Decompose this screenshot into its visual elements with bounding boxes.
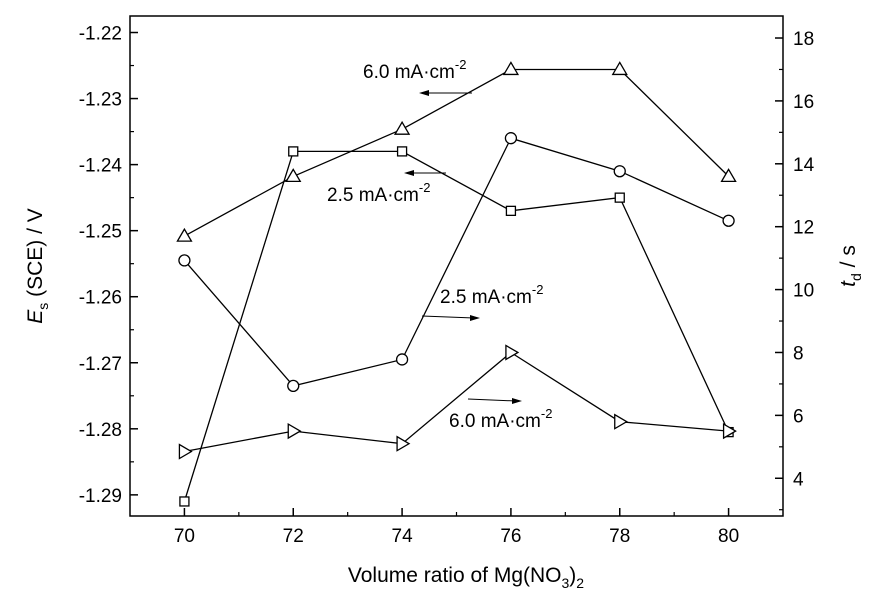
data-point-triangle-right: [287, 422, 302, 440]
x-tick-label: 80: [718, 526, 739, 547]
data-point-circle: [504, 132, 518, 145]
x-axis-title-sub1: 3: [562, 575, 570, 591]
left-tick-label: -1.23: [79, 90, 122, 111]
data-point-circle: [178, 254, 191, 267]
right-tick-label: 16: [793, 92, 814, 113]
data-point-circle: [722, 214, 735, 227]
right-axis-ticks: 4 6 8 10 12 14 16 18: [775, 29, 815, 511]
x-tick-label: 76: [500, 526, 521, 547]
series-triangle-right: [178, 344, 737, 460]
series-circle: [178, 132, 735, 393]
data-point-triangle-up: [176, 227, 193, 242]
x-axis-title-sub2: 2: [576, 575, 584, 591]
right-tick-label: 18: [793, 29, 814, 50]
annotation-2-5-right-sup: -2: [532, 282, 544, 297]
svg-text:6.0 mA·cm-2: 6.0 mA·cm-2: [363, 57, 466, 83]
x-axis-title-mid: ): [569, 564, 576, 587]
x-axis-title: Volume ratio of Mg(NO3)2: [348, 564, 584, 591]
data-point-triangle-up: [720, 168, 737, 183]
annotation-2-5-left-sup: -2: [419, 180, 431, 195]
svg-text:6.0 mA·cm-2: 6.0 mA·cm-2: [449, 406, 552, 432]
data-point-triangle-right: [178, 443, 193, 460]
data-point-circle: [287, 379, 300, 393]
annotation-6-0-right-text: 6.0 mA·cm: [449, 411, 541, 432]
data-point-triangle-up: [285, 168, 302, 183]
series-line-square: [183, 150, 730, 502]
series-line-triangle-right: [184, 351, 729, 453]
x-axis-title-text: Volume ratio of Mg(NO: [348, 564, 562, 587]
x-tick-label: 72: [283, 526, 304, 547]
annotation-6-0-left-arrowhead: [419, 90, 429, 96]
right-axis-title-main: t: [837, 280, 860, 287]
data-point-square: [505, 205, 517, 216]
annotation-2-5-left-arrowhead: [404, 170, 414, 176]
x-tick-label: 70: [174, 526, 195, 547]
svg-text:2.5 mA·cm-2: 2.5 mA·cm-2: [440, 282, 543, 308]
right-tick-label: 6: [793, 406, 804, 427]
annotation-6-0-right: 6.0 mA·cm-2: [449, 398, 552, 432]
series-line-triangle-up: [184, 68, 730, 237]
annotation-6-0-left-sup: -2: [455, 57, 467, 72]
data-point-square: [179, 496, 190, 507]
data-point-square: [396, 146, 408, 157]
right-tick-label: 14: [793, 155, 815, 176]
x-axis-ticks: 70 72 74 76 78 80: [174, 508, 739, 547]
data-point-triangle-right: [614, 413, 629, 430]
left-axis-title-main: E: [24, 309, 47, 324]
data-point-triangle-up: [393, 120, 411, 135]
right-axis-title: td / s: [837, 245, 864, 287]
data-point-triangle-right: [396, 435, 411, 452]
left-axis-title: Es (SCE) / V: [24, 208, 51, 324]
series-line-circle: [183, 137, 729, 387]
right-axis-title-rest: / s: [837, 245, 860, 273]
data-point-circle: [395, 353, 409, 366]
series-square: [179, 146, 734, 507]
data-point-square: [288, 146, 299, 157]
annotation-6-0-left: 6.0 mA·cm-2: [363, 57, 472, 96]
annotation-2-5-left: 2.5 mA·cm-2: [327, 170, 446, 206]
data-point-square: [614, 192, 625, 203]
left-tick-label: -1.25: [79, 222, 122, 243]
annotation-2-5-right: 2.5 mA·cm-2: [421, 282, 543, 321]
annotation-2-5-right-arrow: [421, 315, 475, 319]
left-tick-label: -1.27: [79, 354, 122, 375]
data-point-circle: [613, 165, 626, 178]
data-point-triangle-up: [611, 61, 628, 76]
left-tick-label: -1.22: [79, 24, 122, 45]
right-tick-label: 4: [793, 469, 804, 490]
right-tick-label: 10: [793, 281, 814, 302]
right-axis-title-sub: d: [848, 273, 864, 281]
data-point-triangle-right: [505, 344, 520, 361]
left-tick-label: -1.29: [79, 486, 122, 507]
annotation-2-5-left-text: 2.5 mA·cm: [327, 185, 419, 206]
left-axis-ticks: -1.22 -1.23 -1.24 -1.25 -1.26 -1.27 -1.28 -1.29: [79, 24, 138, 507]
data-point-triangle-right: [722, 422, 737, 440]
annotation-6-0-right-arrow: [467, 398, 517, 402]
series-layer: [176, 61, 737, 507]
data-point-triangle-up: [502, 61, 520, 76]
left-tick-label: -1.28: [79, 420, 122, 441]
annotation-6-0-right-sup: -2: [541, 406, 553, 421]
annotation-2-5-right-text: 2.5 mA·cm: [440, 287, 532, 308]
annotation-6-0-left-text: 6.0 mA·cm: [363, 62, 455, 83]
right-tick-label: 8: [793, 343, 804, 364]
series-triangle-up: [176, 61, 737, 242]
svg-text:2.5 mA·cm-2: 2.5 mA·cm-2: [327, 180, 430, 206]
x-tick-label: 78: [609, 526, 630, 547]
annotation-6-0-right-arrowhead: [512, 398, 522, 404]
plot-frame: [129, 15, 784, 517]
left-axis-title-rest: (SCE) / V: [24, 208, 47, 303]
left-tick-label: -1.24: [79, 156, 123, 177]
x-tick-label: 74: [392, 526, 414, 547]
annotation-2-5-right-arrowhead: [470, 315, 480, 321]
right-tick-label: 12: [793, 218, 814, 239]
left-tick-label: -1.26: [79, 288, 122, 309]
left-axis-title-sub: s: [35, 303, 51, 310]
